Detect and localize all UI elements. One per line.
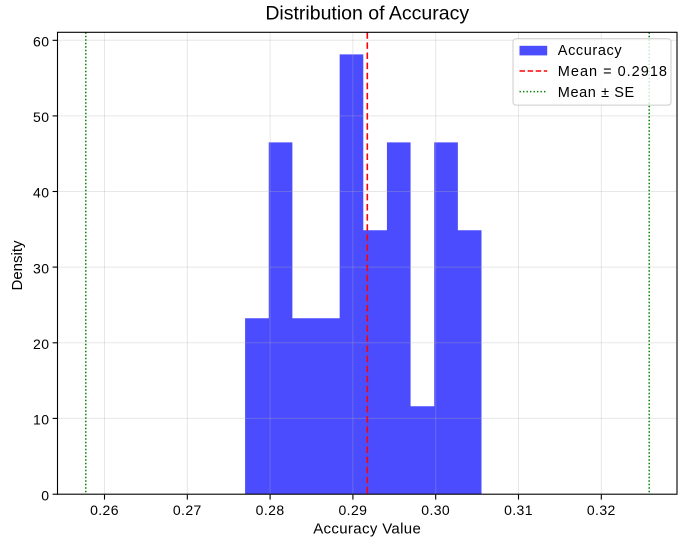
svg-text:0: 0 [41, 487, 49, 503]
svg-text:Accuracy: Accuracy [558, 43, 623, 59]
svg-text:0.27: 0.27 [173, 502, 202, 518]
svg-text:10: 10 [33, 412, 49, 428]
svg-text:Density: Density [9, 240, 26, 291]
svg-text:0.31: 0.31 [504, 502, 533, 518]
svg-text:0.30: 0.30 [421, 502, 450, 518]
svg-text:50: 50 [33, 109, 49, 125]
svg-text:20: 20 [33, 336, 49, 352]
svg-text:Mean = 0.2918: Mean = 0.2918 [558, 64, 668, 80]
svg-text:40: 40 [33, 185, 49, 201]
svg-text:0.26: 0.26 [90, 502, 119, 518]
svg-text:Mean ± SE: Mean ± SE [558, 85, 635, 101]
svg-text:0.29: 0.29 [338, 502, 367, 518]
svg-text:Distribution of Accuracy: Distribution of Accuracy [265, 3, 469, 25]
svg-text:0.28: 0.28 [256, 502, 285, 518]
svg-text:Accuracy Value: Accuracy Value [313, 521, 421, 538]
svg-text:0.32: 0.32 [587, 502, 616, 518]
svg-text:30: 30 [33, 260, 49, 276]
svg-text:60: 60 [33, 34, 49, 50]
